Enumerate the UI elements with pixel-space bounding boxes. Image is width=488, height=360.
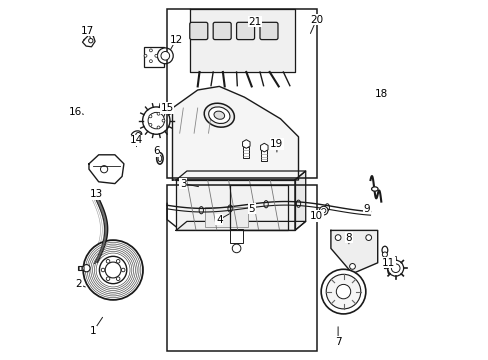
Bar <box>243 147 249 158</box>
Circle shape <box>161 51 169 60</box>
Circle shape <box>155 54 158 57</box>
Circle shape <box>101 166 107 173</box>
Text: 11: 11 <box>381 258 394 268</box>
Circle shape <box>83 240 142 300</box>
Text: 14: 14 <box>130 135 143 145</box>
Text: 19: 19 <box>270 139 283 149</box>
Text: 9: 9 <box>363 204 369 214</box>
Ellipse shape <box>204 103 234 127</box>
Bar <box>143 47 163 67</box>
Text: 12: 12 <box>169 35 183 45</box>
Text: 21: 21 <box>248 17 262 27</box>
Bar <box>230 229 242 243</box>
Text: 7: 7 <box>334 337 341 347</box>
Circle shape <box>88 39 93 43</box>
Ellipse shape <box>131 131 142 139</box>
Bar <box>167 9 316 178</box>
Polygon shape <box>176 221 305 230</box>
Circle shape <box>149 49 152 52</box>
Text: 20: 20 <box>309 15 323 25</box>
Circle shape <box>116 277 120 280</box>
Circle shape <box>136 132 141 138</box>
Circle shape <box>149 60 152 63</box>
Text: 2: 2 <box>76 279 82 289</box>
Circle shape <box>106 277 110 280</box>
Circle shape <box>157 112 160 115</box>
Circle shape <box>121 268 125 272</box>
Circle shape <box>106 260 110 263</box>
Circle shape <box>116 260 120 263</box>
Circle shape <box>387 260 403 276</box>
FancyBboxPatch shape <box>236 22 254 40</box>
Circle shape <box>101 268 104 272</box>
Polygon shape <box>294 171 305 230</box>
Circle shape <box>99 256 126 284</box>
Polygon shape <box>190 9 294 72</box>
Circle shape <box>149 123 152 126</box>
Circle shape <box>157 126 160 129</box>
Bar <box>230 185 287 230</box>
Circle shape <box>321 208 325 213</box>
Ellipse shape <box>208 107 229 123</box>
Circle shape <box>149 115 152 118</box>
Text: 8: 8 <box>345 233 351 243</box>
Bar <box>261 150 266 161</box>
Text: 10: 10 <box>309 211 323 221</box>
Circle shape <box>232 244 241 253</box>
Circle shape <box>157 48 173 64</box>
Circle shape <box>365 235 371 240</box>
Text: 18: 18 <box>374 89 387 99</box>
Circle shape <box>336 284 350 299</box>
Bar <box>167 185 316 351</box>
Circle shape <box>82 265 90 272</box>
Polygon shape <box>89 155 123 184</box>
Polygon shape <box>176 180 294 230</box>
Text: 17: 17 <box>81 26 94 36</box>
Circle shape <box>319 206 327 215</box>
Circle shape <box>349 264 355 269</box>
Text: 1: 1 <box>90 326 97 336</box>
FancyBboxPatch shape <box>189 22 207 40</box>
Circle shape <box>148 112 164 129</box>
Circle shape <box>390 264 399 273</box>
Text: 15: 15 <box>160 103 173 113</box>
Bar <box>78 266 85 270</box>
FancyBboxPatch shape <box>260 22 277 40</box>
Circle shape <box>162 119 164 122</box>
Ellipse shape <box>214 111 224 119</box>
Bar <box>204 207 247 227</box>
Ellipse shape <box>371 187 377 191</box>
Text: 13: 13 <box>90 189 103 199</box>
Ellipse shape <box>158 155 162 162</box>
Circle shape <box>335 235 340 240</box>
Polygon shape <box>176 171 305 180</box>
Circle shape <box>142 107 170 134</box>
Ellipse shape <box>156 153 163 164</box>
Polygon shape <box>330 230 377 274</box>
Text: 3: 3 <box>180 179 186 189</box>
Circle shape <box>144 54 146 57</box>
Circle shape <box>382 252 386 257</box>
Circle shape <box>325 274 360 309</box>
Circle shape <box>321 269 365 314</box>
Circle shape <box>105 262 121 278</box>
Text: 6: 6 <box>153 146 159 156</box>
FancyBboxPatch shape <box>213 22 231 40</box>
Text: 16: 16 <box>68 107 82 117</box>
Polygon shape <box>172 86 298 180</box>
Text: 5: 5 <box>248 204 254 214</box>
Text: 4: 4 <box>216 215 222 225</box>
Ellipse shape <box>381 246 387 254</box>
